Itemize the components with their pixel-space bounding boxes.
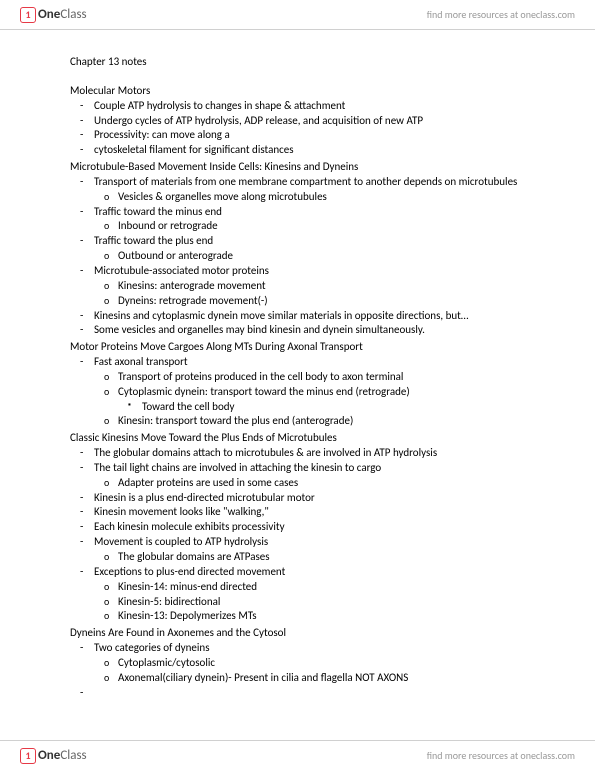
- logo-suffix: Class: [60, 7, 86, 22]
- list-item: Dyneins: retrograde movement(-): [118, 294, 540, 309]
- sub-list: Outbound or anterograde: [94, 249, 540, 264]
- list-item: Movement is coupled to ATP hydrolysisThe…: [94, 535, 540, 565]
- list-item: cytoskeletal filament for significant di…: [94, 143, 540, 158]
- section-heading: Microtubule-Based Movement Inside Cells:…: [70, 160, 540, 175]
- sub-list: Cytoplasmic/cytosolicAxonemal(ciliary dy…: [94, 656, 540, 686]
- list-item: Each kinesin molecule exhibits processiv…: [94, 520, 540, 535]
- list-item: Kinesin-14: minus-end directed: [118, 580, 540, 595]
- list-item: Undergo cycles of ATP hydrolysis, ADP re…: [94, 114, 540, 129]
- list-item: Traffic toward the minus endInbound or r…: [94, 205, 540, 235]
- page-footer: 1 OneClass find more resources at onecla…: [0, 740, 595, 770]
- logo-icon: 1: [20, 7, 36, 23]
- section-heading: Motor Proteins Move Cargoes Along MTs Du…: [70, 340, 540, 355]
- list-item: Microtubule-associated motor proteinsKin…: [94, 264, 540, 309]
- document-content: Chapter 13 notes Molecular MotorsCouple …: [70, 55, 540, 700]
- list-item: The globular domains are ATPases: [118, 550, 540, 565]
- page-header: 1 OneClass find more resources at onecla…: [0, 0, 595, 30]
- sub-list: Inbound or retrograde: [94, 219, 540, 234]
- list-item: Kinesin-5: bidirectional: [118, 595, 540, 610]
- logo-prefix: One: [38, 7, 60, 22]
- list-item: Two categories of dyneinsCytoplasmic/cyt…: [94, 641, 540, 686]
- list-item: The tail light chains are involved in at…: [94, 461, 540, 491]
- bullet-list: Couple ATP hydrolysis to changes in shap…: [70, 99, 540, 158]
- bullet-list: Transport of materials from one membrane…: [70, 175, 540, 338]
- bullet-list: Two categories of dyneinsCytoplasmic/cyt…: [70, 641, 540, 700]
- logo-text: OneClass: [38, 748, 87, 763]
- list-item: Transport of proteins produced in the ce…: [118, 370, 540, 385]
- list-item: Processivity: can move along a: [94, 128, 540, 143]
- list-item: Kinesin: transport toward the plus end (…: [118, 414, 540, 429]
- sub-list: Vesicles & organelles move along microtu…: [94, 190, 540, 205]
- list-item: Toward the cell body: [142, 400, 540, 415]
- section-heading: Classic Kinesins Move Toward the Plus En…: [70, 431, 540, 446]
- sub-list: Kinesins: anterograde movementDyneins: r…: [94, 279, 540, 309]
- brand-logo-footer: 1 OneClass: [20, 748, 87, 764]
- section-heading: Dyneins Are Found in Axonemes and the Cy…: [70, 626, 540, 641]
- sub-list: Transport of proteins produced in the ce…: [94, 370, 540, 429]
- list-item: Axonemal(ciliary dynein)- Present in cil…: [118, 671, 540, 686]
- list-item: Couple ATP hydrolysis to changes in shap…: [94, 99, 540, 114]
- list-item: Inbound or retrograde: [118, 219, 540, 234]
- chapter-title: Chapter 13 notes: [70, 55, 540, 70]
- header-tagline: find more resources at oneclass.com: [427, 8, 575, 21]
- brand-logo: 1 OneClass: [20, 7, 87, 23]
- sub-list: The globular domains are ATPases: [94, 550, 540, 565]
- list-item: Fast axonal transportTransport of protei…: [94, 355, 540, 429]
- list-item: Outbound or anterograde: [118, 249, 540, 264]
- bullet-list: Fast axonal transportTransport of protei…: [70, 355, 540, 429]
- list-item: The globular domains attach to microtubu…: [94, 446, 540, 461]
- list-item: Some vesicles and organelles may bind ki…: [94, 323, 540, 338]
- list-item: Cytoplasmic/cytosolic: [118, 656, 540, 671]
- list-item: [94, 686, 540, 701]
- sub-list: Kinesin-14: minus-end directedKinesin-5:…: [94, 580, 540, 625]
- list-item: Kinesins and cytoplasmic dynein move sim…: [94, 309, 540, 324]
- list-item: Cytoplasmic dynein: transport toward the…: [118, 385, 540, 415]
- logo-suffix: Class: [60, 748, 86, 763]
- list-item: Kinesins: anterograde movement: [118, 279, 540, 294]
- list-item: Vesicles & organelles move along microtu…: [118, 190, 540, 205]
- logo-prefix: One: [38, 748, 60, 763]
- logo-text: OneClass: [38, 7, 87, 22]
- list-item: Exceptions to plus-end directed movement…: [94, 565, 540, 624]
- list-item: Kinesin movement looks like "walking,": [94, 505, 540, 520]
- sub-list: Adapter proteins are used in some cases: [94, 476, 540, 491]
- list-item: Kinesin-13: Depolymerizes MTs: [118, 609, 540, 624]
- list-item: Kinesin is a plus end-directed microtubu…: [94, 491, 540, 506]
- list-item: Traffic toward the plus endOutbound or a…: [94, 234, 540, 264]
- footer-tagline: find more resources at oneclass.com: [427, 749, 575, 762]
- bullet-list: The globular domains attach to microtubu…: [70, 446, 540, 624]
- logo-icon: 1: [20, 748, 36, 764]
- sub-sub-list: Toward the cell body: [118, 400, 540, 415]
- section-heading: Molecular Motors: [70, 84, 540, 99]
- list-item: Adapter proteins are used in some cases: [118, 476, 540, 491]
- list-item: Transport of materials from one membrane…: [94, 175, 540, 205]
